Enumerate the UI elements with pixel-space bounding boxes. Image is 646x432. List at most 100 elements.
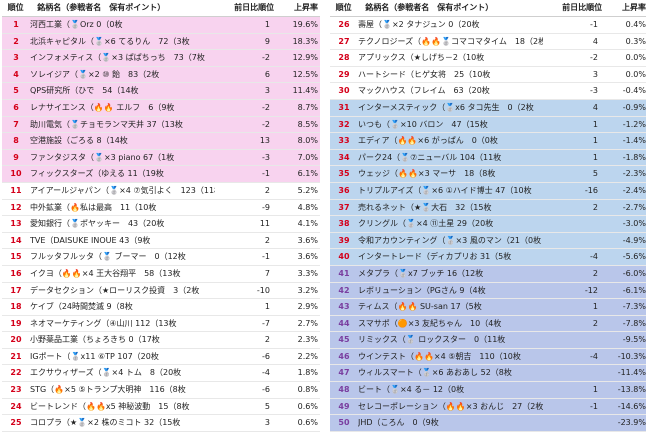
name-cell: アプリックス（★しげち－2（10枚 <box>358 53 485 63</box>
name-cell: 中外鉱業（🔥私は最高 11（10枚 <box>30 202 157 212</box>
table-row[interactable]: 26 壽屋（🥈×2 タナジュン 0（20枚 -1 0.4% <box>330 17 646 34</box>
table-row[interactable]: 2 北浜キャピタル（🥈×6 てるりん 72（3枚 9 18.3% <box>2 33 320 51</box>
table-row[interactable]: 31 インターメスティック（🥈x6 タコ先生 0（2枚 4 -0.9% <box>330 99 646 117</box>
table-row[interactable]: 36 トリプルアイズ（🥈×6 ①ハイド博士 47（10枚 -16 -2.4% <box>330 182 646 200</box>
table-row[interactable]: 49 セレコーポレーション（🔥🔥×3 おんじ 27（2枚 -1 -14.6% <box>330 398 646 416</box>
name-cell: コロプラ（★🥈×2 株のミコト 32（15枚 <box>30 418 181 428</box>
table-row[interactable]: 24 ビートレンド（🔥🔥x5 神秘波動 15（8枚 5 0.6% <box>2 398 320 416</box>
rank-cell: 25 <box>10 418 22 428</box>
table-row[interactable]: 38 クリングル（🥈×4 ⑪土星 29（20枚 -3.0% <box>330 216 646 233</box>
rank-cell: 2 <box>13 36 19 46</box>
rise-rate-cell: 4.1% <box>297 219 318 229</box>
table-row[interactable]: 22 エクサウィザーズ（🥈×4 トム 8（20枚 -4 1.8% <box>2 365 320 383</box>
table-row[interactable]: 47 ウィルスマート（🥈×6 あおあし 52（8枚 -11.4% <box>330 365 646 383</box>
prev-rank-cell: 9 <box>264 36 270 46</box>
prev-rank-cell: -10 <box>256 285 270 295</box>
prev-rank-cell: 13 <box>259 136 270 146</box>
rise-rate-cell: -13.8% <box>617 385 646 395</box>
table-row[interactable]: 32 いつも（🥈×10 バロン 47（15枚 1 -1.2% <box>330 116 646 134</box>
table-row[interactable]: 9 ファンタジスタ（🥈×3 piano 67（1枚 -3 7.0% <box>2 149 320 167</box>
table-row[interactable]: 37 売れるネット（★🥈大石 32（15枚 2 -2.7% <box>330 199 646 217</box>
rise-rate-cell: -1.4% <box>622 136 646 146</box>
table-row[interactable]: 20 小野薬品工業（ちょろきち 0（17枚 2 2.3% <box>2 332 320 349</box>
table-row[interactable]: 17 データセクション（★ローリスク投資 3（2枚 -10 3.2% <box>2 282 320 300</box>
table-row[interactable]: 39 令和アカウンティング（🥈×3 風のマン（21（0枚 -4.9% <box>330 232 646 250</box>
rank-cell: 16 <box>10 268 22 278</box>
rank-cell: 45 <box>338 335 350 345</box>
table-row[interactable]: 33 エディア（🔥🔥×6 がっぱん 0（0枚 1 -1.4% <box>330 133 646 150</box>
table-row[interactable]: 34 パーク24（🥈⑦ニューバル 104（11枚 1 -1.8% <box>330 149 646 167</box>
rank-cell: 49 <box>338 401 350 411</box>
table-row[interactable]: 7 助川電気（🥈チョモランマ天井 37（13枚 -2 8.5% <box>2 116 320 134</box>
rise-rate-cell: 3.6% <box>297 235 318 245</box>
rise-rate-cell: -0.9% <box>622 102 646 112</box>
table-row[interactable]: 18 ケイブ（24時間焚滅 9（8枚 1 2.9% <box>2 299 320 316</box>
rise-rate-cell: -0.4% <box>622 86 646 96</box>
table-row[interactable]: 10 フィックスターズ（ゆえる 11（19枚 -1 6.1% <box>2 166 320 183</box>
rank-cell: 40 <box>338 252 350 262</box>
prev-rank-cell: 4 <box>592 102 598 112</box>
rise-rate-cell: -5.6% <box>622 252 646 262</box>
rise-rate-cell: 0.8% <box>297 385 318 395</box>
rank-cell: 19 <box>10 318 22 328</box>
table-row[interactable]: 45 リミックス（🥈 ロックスター 0（11枚 -9.5% <box>330 332 646 349</box>
table-row[interactable]: 25 コロプラ（★🥈×2 株のミコト 32（15枚 3 0.6% <box>2 415 320 432</box>
name-cell: インフォメティス（🥈×3 ぱぱちっち 73（7枚 <box>30 53 205 63</box>
table-row[interactable]: 27 テクノロジーズ（🔥🔥🥈コマコマタイム 18（2枚 4 0.3% <box>330 33 646 51</box>
table-row[interactable]: 16 イクヨ（🔥🔥×4 王大谷翔平 58（13枚 7 3.3% <box>2 265 320 283</box>
table-row[interactable]: 44 スマサポ（🟠×3 友紀ちゃん 10（4枚 2 -7.8% <box>330 315 646 333</box>
table-row[interactable]: 3 インフォメティス（🥈×3 ぱぱちっち 73（7枚 -2 12.9% <box>2 50 320 67</box>
table-row[interactable]: 19 ネオマーケティング（④山川 112（13枚 -7 2.7% <box>2 315 320 333</box>
table-row[interactable]: 41 メタプラ（🥈x7 ブッチ 16（12枚 2 -6.0% <box>330 265 646 283</box>
table-row[interactable]: 1 河西工業（🥈Orz 0（0枚 1 19.6% <box>2 17 320 34</box>
table-row[interactable]: 5 QPS研究所（ひで 54（14枚 3 11.4% <box>2 83 320 100</box>
name-cell: QPS研究所（ひで 54（14枚 <box>30 86 139 96</box>
rank-cell: 23 <box>10 385 22 395</box>
rank-cell: 44 <box>338 318 350 328</box>
prev-rank-cell: 11 <box>259 219 270 229</box>
prev-rank-cell: -1 <box>590 20 598 29</box>
table-row[interactable]: 42 レボリューション（PGさん 9（4枚 -12 -6.1% <box>330 282 646 300</box>
table-row[interactable]: 29 ハートシード（ヒゲ女将 25（10枚 3 0.0% <box>330 66 646 84</box>
prev-rank-cell: 1 <box>592 385 598 395</box>
rise-rate-cell: -2.4% <box>622 185 646 195</box>
table-row[interactable]: 12 中外鉱業（🔥私は最高 11（10枚 -9 4.8% <box>2 199 320 217</box>
table-row[interactable]: 15 フルッタフルッタ（🥈 ブーマー 0（12枚 -1 3.6% <box>2 249 320 266</box>
table-row[interactable]: 11 アイアールジャパン（🥈×4 ⑦気引よく 123（11枚 2 5.2% <box>2 182 320 200</box>
name-cell: フルッタフルッタ（🥈 ブーマー 0（12枚 <box>30 252 186 262</box>
prev-rank-cell: -16 <box>584 185 598 195</box>
rise-rate-cell: -9.5% <box>622 335 646 345</box>
rise-rate-cell: 5.2% <box>297 185 318 195</box>
table-row[interactable]: 30 マックハウス（フレイム 63（20枚 -3 -0.4% <box>330 83 646 100</box>
table-row[interactable]: 43 ティムス（🔥🔥 SU-san 17（5枚 1 -7.3% <box>330 299 646 316</box>
table-row[interactable]: 23 STG（🔥×5 ⑤トランプ大明神 116（8枚 -6 0.8% <box>2 382 320 399</box>
prev-rank-cell: -2 <box>590 53 598 63</box>
rank-cell: 18 <box>10 302 22 312</box>
table-row[interactable]: 35 ウェッジ（🔥🔥×3 マーサ 18（8枚 5 -2.3% <box>330 166 646 183</box>
rank-cell: 43 <box>338 302 350 312</box>
table-row[interactable]: 40 インタートレード（ディカプリお 31（5枚 -4 -5.6% <box>330 249 646 266</box>
table-row[interactable]: 13 愛知銀行（🥈ポヤッキー 43（20枚 11 4.1% <box>2 216 320 233</box>
name-cell: インタートレード（ディカプリお 31（5枚 <box>358 252 512 262</box>
table-row[interactable]: 50 JHD（ころん 0（9枚 -23.9% <box>330 415 646 432</box>
table-row[interactable]: 21 IGポート（🥈x11 ⑥TP 107（20枚 -6 2.2% <box>2 348 320 366</box>
table-row[interactable]: 46 ウインテスト（🔥🔥×4 ⑤朝吉 110（10枚 -4 -10.3% <box>330 348 646 366</box>
table-row[interactable]: 8 空港施設（ごろる 8（14枚 13 8.0% <box>2 133 320 150</box>
prev-rank-cell: 5 <box>592 169 598 179</box>
rise-rate-cell: 0.6% <box>297 401 318 411</box>
rise-rate-cell: 8.7% <box>297 102 318 112</box>
table-row[interactable]: 6 レナサイエンス（🔥🔥 エルフ 6（9枚 -2 8.7% <box>2 99 320 117</box>
name-cell: 壽屋（🥈×2 タナジュン 0（20枚 <box>358 20 480 29</box>
name-cell: ファンタジスタ（🥈×3 piano 67（1枚 <box>30 152 175 162</box>
table-row[interactable]: 4 ソレイジア（🥈×2 ⑩ 飴 83（2枚 6 12.5% <box>2 66 320 84</box>
table-row[interactable]: 48 ビート（🥈×4 る－ 12（0枚 1 -13.8% <box>330 382 646 399</box>
rank-cell: 5 <box>13 86 19 96</box>
prev-rank-cell: -6 <box>262 351 270 361</box>
rank-cell: 39 <box>338 235 350 245</box>
rank-cell: 28 <box>338 53 350 63</box>
table-row[interactable]: 14 TVE（DAISUKE INOUE 43（9枚 2 3.6% <box>2 232 320 250</box>
name-cell: 河西工業（🥈Orz 0（0枚 <box>30 20 123 29</box>
ranking-table-right: 順位 銘柄名（参戦者名 保有ポイント） 前日比順位 上昇率 26 壽屋（🥈×2 タ… <box>330 0 646 432</box>
rank-cell: 50 <box>338 418 350 428</box>
table-row[interactable]: 28 アプリックス（★しげち－2（10枚 -2 0.0% <box>330 50 646 67</box>
